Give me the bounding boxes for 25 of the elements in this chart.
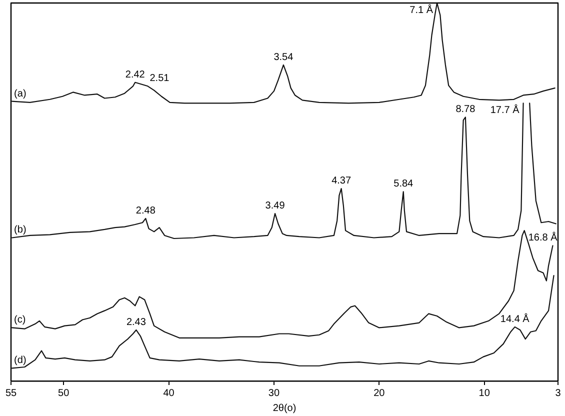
annotation: 7.1 Å [410, 4, 434, 16]
annotation: 4.37 [332, 176, 352, 187]
annotation: 3.54 [274, 52, 294, 63]
series-label: (b) [14, 224, 26, 236]
annotation: 2.43 [126, 316, 146, 328]
x-tick-label: 40 [163, 388, 175, 399]
annotation: 14.4 Å [500, 312, 530, 325]
annotation: 2.48 [136, 205, 156, 216]
annotation: 8.78 [456, 104, 476, 116]
series-label: (c) [14, 314, 26, 326]
annotation: 17.7 Å [490, 104, 520, 116]
x-tick-label: 55 [5, 388, 17, 399]
x-tick-label: 30 [268, 388, 280, 399]
annotation: 5.84 [394, 178, 414, 190]
x-tick-label: 3 [555, 388, 562, 399]
x-tick-label: 10 [478, 388, 490, 399]
x-tick-label: 20 [374, 388, 386, 399]
x-axis-title: 2θ(o) [272, 402, 296, 414]
annotation: 3.49 [265, 200, 286, 212]
annotation: 16.8 Å [528, 232, 558, 244]
annotation: 2.51 [150, 73, 170, 84]
x-tick-label: 50 [58, 388, 70, 399]
annotation: 2.42 [125, 69, 146, 80]
series-label: (d) [14, 355, 26, 366]
series-label: (a) [14, 88, 26, 100]
